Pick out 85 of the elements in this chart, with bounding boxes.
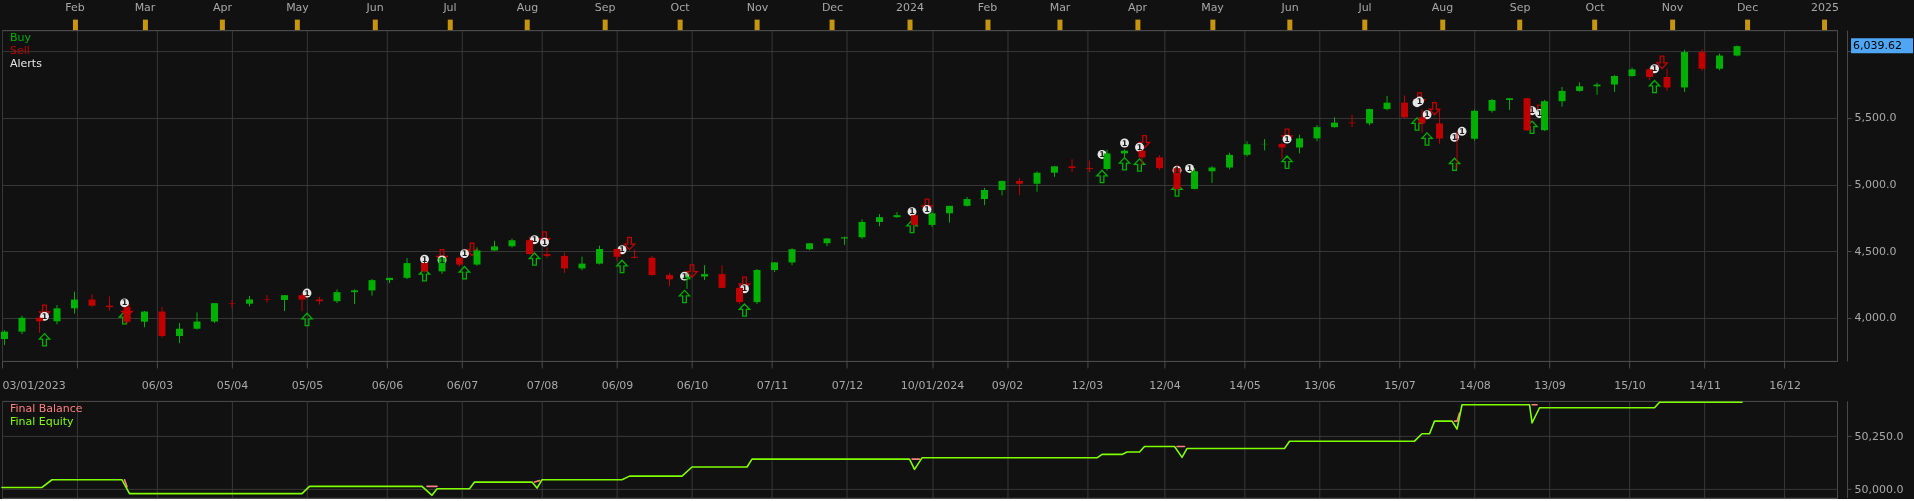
x-tick-label: 06/03 bbox=[141, 379, 174, 393]
x2-tick-label: Jun bbox=[365, 0, 384, 14]
annotation: 1 bbox=[619, 245, 625, 255]
annotation: 1 bbox=[121, 298, 128, 308]
x2-tick-label: Mar bbox=[1049, 0, 1071, 14]
annotation: 1 bbox=[531, 235, 538, 245]
x-tick-label: 07/11 bbox=[756, 379, 789, 393]
x2-tick-label: Aug bbox=[516, 0, 539, 14]
text: Buy bbox=[9, 31, 32, 45]
annotation: 1 bbox=[461, 249, 468, 259]
x-tick-label: 05/04 bbox=[216, 379, 249, 393]
x2-tick-label: Mar bbox=[134, 0, 156, 14]
x-tick-label: 15/07 bbox=[1384, 379, 1416, 393]
x2-tick-label: Feb bbox=[65, 0, 85, 14]
x-tick-label: 06/06 bbox=[371, 379, 404, 393]
x2-tick-label: Nov bbox=[1661, 0, 1684, 14]
x-tick-label: 13/06 bbox=[1304, 379, 1336, 393]
annotation: 1 bbox=[1284, 134, 1290, 144]
x2-tick-label: Aug bbox=[1431, 0, 1454, 14]
text: Final Equity bbox=[9, 414, 75, 428]
y-tick-label: 4,000.0 bbox=[1854, 311, 1897, 325]
annotation: 1 bbox=[1174, 165, 1180, 175]
annotation: 1 bbox=[421, 254, 428, 264]
x-tick-label: 14/08 bbox=[1459, 379, 1491, 393]
text: Alerts bbox=[9, 57, 43, 71]
annotation: 1 bbox=[741, 284, 748, 294]
annotation: 1 bbox=[1121, 138, 1128, 148]
x2-tick-label: Nov bbox=[746, 0, 769, 14]
annotation: 1 bbox=[41, 311, 48, 321]
x2-tick-label: 2025 bbox=[1811, 0, 1840, 14]
x-tick-label: 09/02 bbox=[991, 379, 1024, 393]
x-tick-label: 03/01/2023 bbox=[2, 379, 66, 393]
annotation: 1 bbox=[1459, 126, 1465, 136]
annotation: 1 bbox=[1651, 64, 1658, 74]
y-tick-label: 50,250.0 bbox=[1854, 429, 1904, 443]
text: 6,039.62 bbox=[1853, 39, 1902, 53]
annotation: 1 bbox=[1451, 132, 1458, 142]
x2-tick-label: Dec bbox=[821, 0, 844, 14]
annotation: 1 bbox=[1186, 163, 1193, 173]
x-tick-label: 12/04 bbox=[1149, 379, 1181, 393]
annotation: 1 bbox=[1099, 149, 1105, 159]
x2-tick-label: Sep bbox=[1509, 0, 1531, 14]
x-tick-label: 05/05 bbox=[291, 379, 324, 393]
y-tick-label: 4,500.0 bbox=[1854, 244, 1897, 258]
x-tick-label: 15/10 bbox=[1614, 379, 1646, 393]
x2-tick-label: Dec bbox=[1736, 0, 1759, 14]
text: Sell bbox=[9, 44, 30, 58]
annotation: 1 bbox=[681, 271, 688, 281]
x-tick-label: 10/01/2024 bbox=[900, 379, 965, 393]
y-tick-label: 5,500.0 bbox=[1854, 111, 1897, 125]
x2-tick-label: May bbox=[286, 0, 310, 14]
x-tick-label: 14/11 bbox=[1689, 379, 1721, 393]
x2-tick-label: Jul bbox=[1357, 0, 1372, 14]
x-tick-label: 16/12 bbox=[1769, 379, 1801, 393]
annotation: 1 bbox=[1136, 142, 1143, 152]
x2-tick-label: Jul bbox=[442, 0, 457, 14]
text: Final Balance bbox=[9, 401, 83, 415]
x-tick-label: 07/12 bbox=[831, 379, 864, 393]
x-tick-label: 06/09 bbox=[601, 379, 634, 393]
x-tick-label: 14/05 bbox=[1229, 379, 1261, 393]
x2-tick-label: May bbox=[1201, 0, 1225, 14]
y-tick-label: 50,000.0 bbox=[1854, 482, 1904, 496]
annotation: 1 bbox=[1416, 96, 1423, 106]
x2-tick-label: Jun bbox=[1280, 0, 1299, 14]
x-tick-label: 12/03 bbox=[1071, 379, 1104, 393]
x2-tick-label: Sep bbox=[594, 0, 616, 14]
x-tick-label: 07/08 bbox=[526, 379, 559, 393]
x-tick-label: 13/09 bbox=[1534, 379, 1566, 393]
x2-tick-label: Apr bbox=[213, 0, 233, 14]
x2-tick-label: Feb bbox=[977, 0, 998, 14]
x-tick-label: 06/10 bbox=[676, 379, 709, 393]
x-tick-label: 06/07 bbox=[446, 379, 479, 393]
y-tick-label: 5,000.0 bbox=[1854, 178, 1897, 192]
annotation: 1 bbox=[1536, 109, 1543, 119]
annotation: 1 bbox=[439, 255, 445, 265]
x2-tick-label: Apr bbox=[1128, 0, 1148, 14]
annotation: 1 bbox=[909, 207, 915, 217]
annotation: 1 bbox=[541, 237, 548, 247]
annotation: 1 bbox=[1529, 106, 1535, 116]
x2-tick-label: Oct bbox=[670, 0, 691, 14]
annotation: 1 bbox=[1424, 110, 1430, 120]
x2-tick-label: 2024 bbox=[896, 0, 924, 14]
annotation: 1 bbox=[304, 288, 310, 298]
x2-tick-label: Oct bbox=[1585, 0, 1606, 14]
annotation: 1 bbox=[924, 205, 930, 215]
